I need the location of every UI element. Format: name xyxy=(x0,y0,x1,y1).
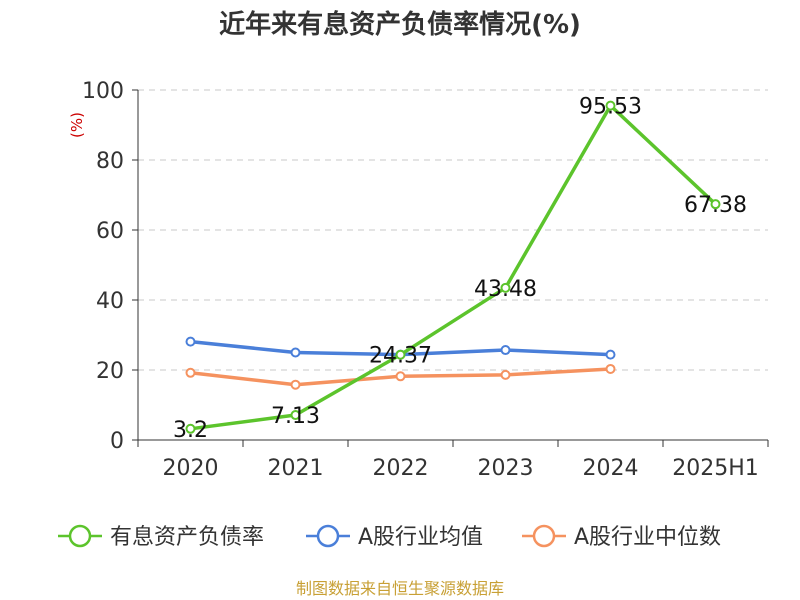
data-label: 3.2 xyxy=(173,418,208,443)
source-note: 制图数据来自恒生聚源数据库 xyxy=(296,579,504,598)
series-point xyxy=(500,369,511,380)
data-labels: 3.2 7.13 24.37 43.48 95.53 67.38 xyxy=(173,95,747,443)
y-axis-unit: (%) xyxy=(68,112,86,138)
chart-title: 近年来有息资产负债率情况(%) xyxy=(219,9,581,40)
axes: 0 20 40 60 80 100 2020 2021 2022 2023 2024 2025H1 xyxy=(82,79,769,481)
y-tick-label: 100 xyxy=(82,79,124,104)
legend-label: 有息资产负债率 xyxy=(110,525,264,550)
series-point xyxy=(395,349,406,360)
series-point xyxy=(500,282,511,293)
series-point xyxy=(185,336,196,347)
x-tick-label: 2021 xyxy=(268,456,324,481)
legend-marker xyxy=(532,524,556,548)
data-label: 95.53 xyxy=(579,95,642,120)
x-tick-label: 2020 xyxy=(163,456,219,481)
legend-label: A股行业中位数 xyxy=(574,525,721,550)
legend: 有息资产负债率 A股行业均值 A股行业中位数 xyxy=(58,524,721,550)
x-tick-label: 2024 xyxy=(583,456,639,481)
grid xyxy=(138,89,768,371)
legend-marker xyxy=(316,524,340,548)
y-tick-label: 80 xyxy=(96,149,124,174)
series-point xyxy=(290,410,301,421)
y-tick-label: 20 xyxy=(96,359,124,384)
data-label: 7.13 xyxy=(271,404,320,429)
y-tick-label: 60 xyxy=(96,219,124,244)
series-point xyxy=(290,379,301,390)
series-point xyxy=(605,349,616,360)
y-tick-label: 40 xyxy=(96,289,124,314)
data-label: 24.37 xyxy=(369,344,432,369)
legend-marker xyxy=(68,524,92,548)
x-tick-label: 2023 xyxy=(478,456,534,481)
series-line xyxy=(190,103,717,431)
series-point xyxy=(290,347,301,358)
series-point xyxy=(185,367,196,378)
series-layer xyxy=(185,100,721,434)
x-tick-label: 2025H1 xyxy=(672,456,759,481)
series-point xyxy=(500,345,511,356)
legend-label: A股行业均值 xyxy=(358,525,483,550)
data-label: 67.38 xyxy=(684,193,747,218)
series-point xyxy=(395,371,406,382)
series-point xyxy=(710,199,721,210)
y-tick-label: 0 xyxy=(110,429,124,454)
x-tick-label: 2022 xyxy=(373,456,429,481)
series-point xyxy=(605,363,616,374)
series-point xyxy=(605,100,616,111)
series-point xyxy=(185,423,196,434)
data-label: 43.48 xyxy=(474,277,537,302)
